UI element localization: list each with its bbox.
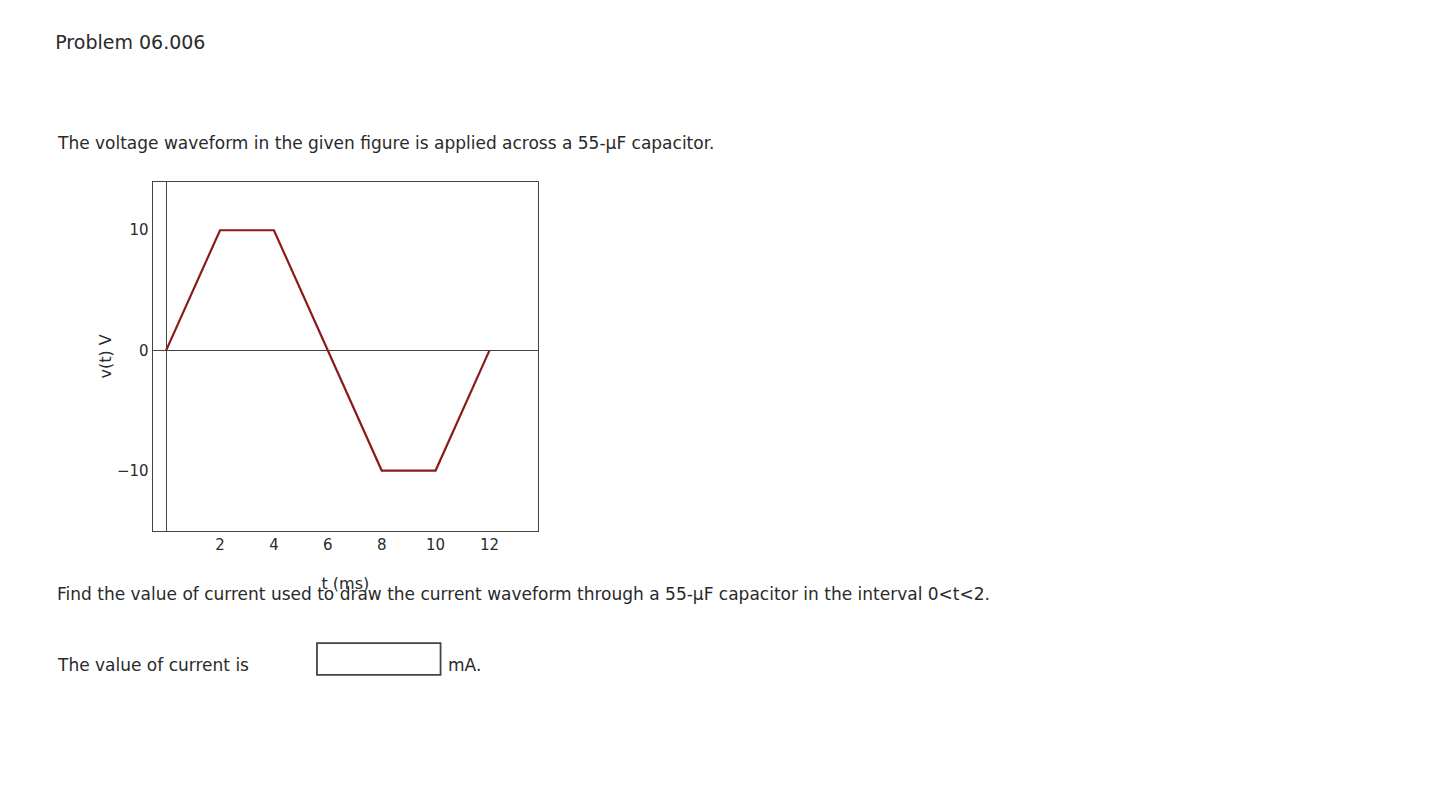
svg-text:t (ms): t (ms) — [321, 574, 369, 593]
svg-text:2: 2 — [215, 536, 225, 554]
svg-text:0: 0 — [139, 342, 149, 360]
svg-text:v(t) V: v(t) V — [96, 334, 115, 378]
svg-text:12: 12 — [480, 536, 499, 554]
svg-text:The voltage waveform in the gi: The voltage waveform in the given figure… — [57, 133, 715, 153]
svg-text:10: 10 — [426, 536, 445, 554]
svg-text:8: 8 — [377, 536, 387, 554]
svg-text:mA.: mA. — [448, 655, 481, 675]
svg-text:−10: −10 — [117, 462, 149, 480]
svg-text:10: 10 — [130, 221, 149, 239]
svg-text:Problem 06.006: Problem 06.006 — [55, 31, 205, 53]
svg-text:4: 4 — [269, 536, 279, 554]
svg-text:The value of current is: The value of current is — [57, 655, 249, 675]
svg-text:6: 6 — [323, 536, 333, 554]
svg-text:Find the value of current used: Find the value of current used to draw t… — [57, 584, 990, 604]
